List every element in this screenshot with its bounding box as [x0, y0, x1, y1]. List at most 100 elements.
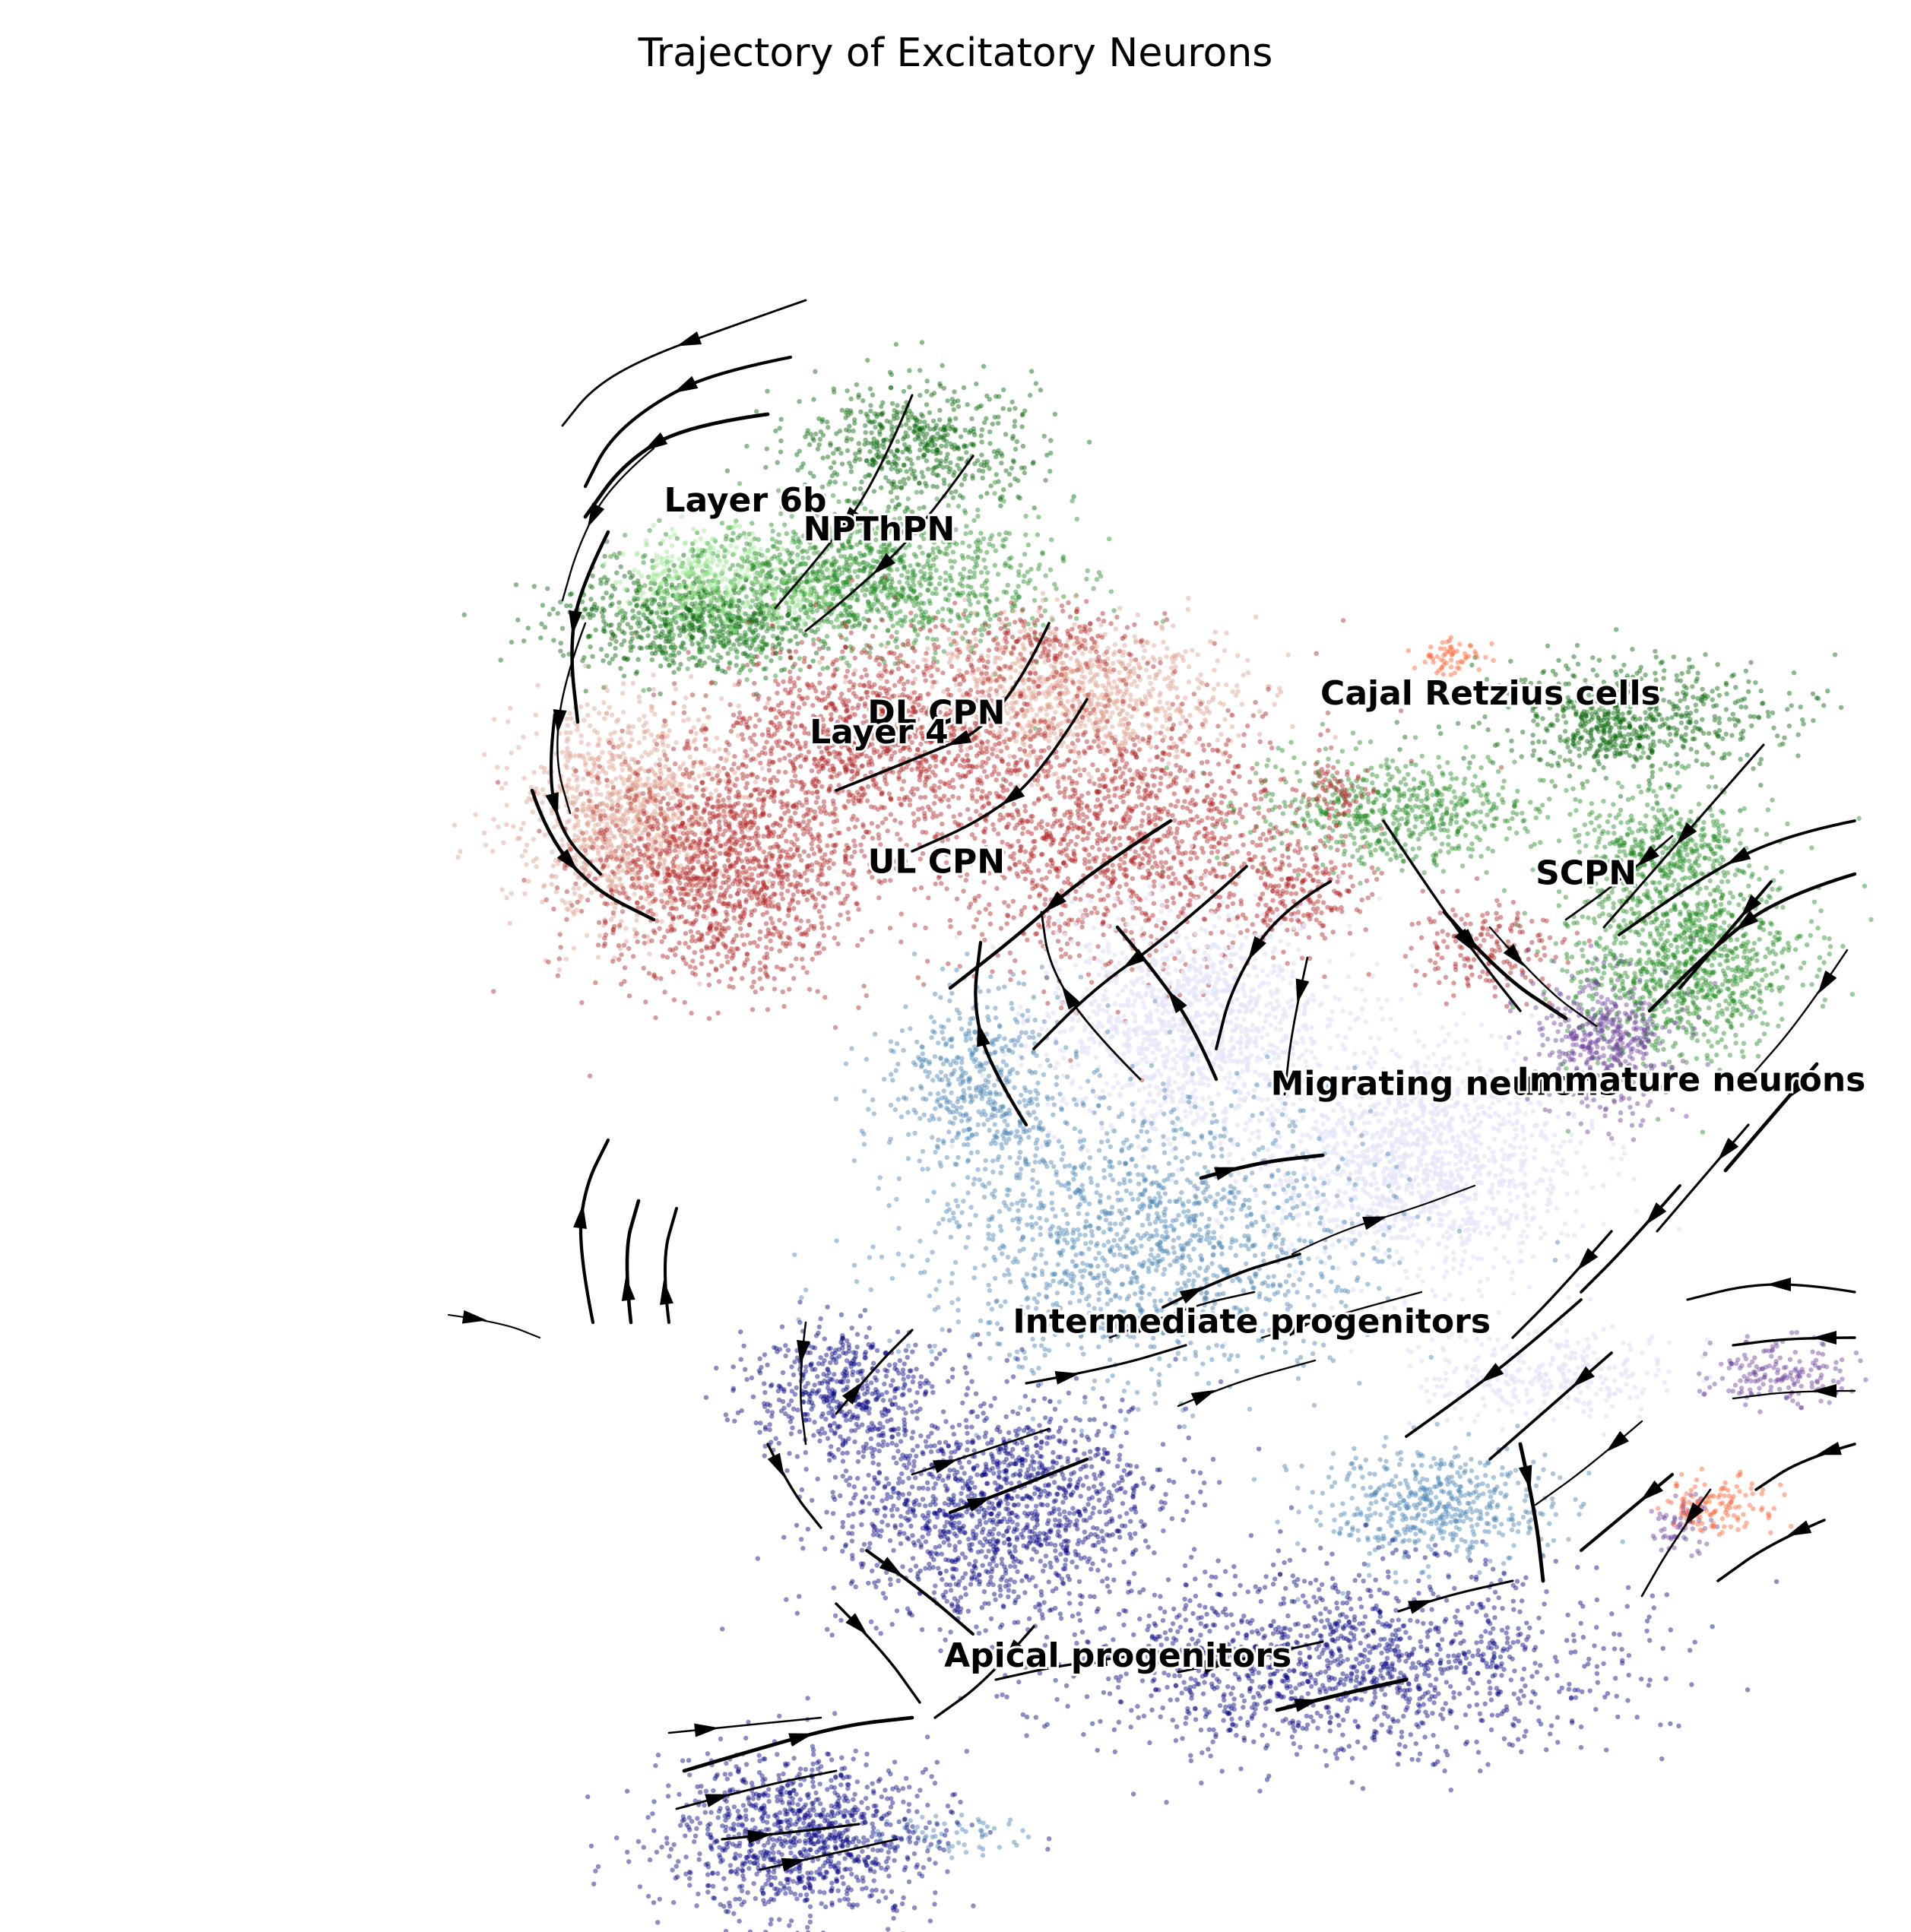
cell-point — [588, 645, 592, 649]
cell-point — [1732, 974, 1736, 978]
cell-point — [641, 628, 645, 632]
cell-point — [1351, 730, 1355, 735]
cell-point — [902, 442, 907, 447]
cell-point — [1016, 569, 1021, 574]
cell-point — [951, 473, 956, 477]
cell-point — [750, 598, 755, 603]
cell-point — [1649, 920, 1653, 925]
cell-point — [746, 613, 751, 618]
cell-point — [716, 653, 721, 657]
cell-point — [1645, 724, 1650, 728]
cell-point — [920, 340, 924, 344]
cell-point — [540, 603, 545, 607]
cell-point — [1675, 692, 1679, 696]
cell-point — [1771, 942, 1776, 947]
cell-point — [1485, 792, 1489, 797]
cell-point — [1643, 813, 1648, 818]
cell-point — [945, 451, 949, 456]
cell-point — [1342, 848, 1347, 853]
cell-point — [857, 623, 861, 628]
cell-point — [1564, 969, 1569, 974]
cell-point — [1007, 531, 1012, 536]
cell-point — [1727, 717, 1732, 721]
cell-point — [1714, 703, 1719, 708]
cell-point — [1694, 996, 1699, 1000]
cell-point — [686, 607, 691, 612]
cell-point — [859, 480, 864, 484]
cell-point — [1525, 829, 1529, 834]
cell-point — [1545, 762, 1550, 766]
cell-point — [889, 467, 893, 471]
cell-point — [1850, 992, 1855, 996]
cell-point — [1007, 407, 1012, 412]
cell-point — [1745, 989, 1749, 993]
cell-point — [1748, 1016, 1752, 1021]
cell-point — [1672, 937, 1677, 942]
cell-point — [876, 454, 881, 459]
cell-point — [1387, 789, 1391, 793]
cell-point — [1370, 781, 1374, 785]
cell-point — [1291, 755, 1296, 760]
cell-point — [889, 372, 894, 377]
cell-point — [1717, 728, 1722, 733]
cell-point — [699, 637, 704, 641]
cell-point — [584, 689, 588, 693]
cell-point — [826, 575, 830, 580]
cell-point — [915, 632, 920, 637]
cell-point — [1257, 806, 1261, 810]
cell-point — [614, 613, 619, 617]
cell-point — [1340, 749, 1345, 753]
cell-point — [823, 560, 828, 565]
cell-point — [1666, 726, 1671, 730]
cell-point — [1441, 822, 1446, 826]
cell-point — [1569, 978, 1573, 983]
cell-point — [848, 553, 853, 558]
cell-point — [670, 652, 675, 657]
cell-point — [895, 410, 900, 414]
cell-point — [769, 658, 773, 663]
cell-point — [1383, 793, 1387, 798]
cell-point — [697, 660, 702, 664]
cell-point — [816, 562, 820, 566]
cell-point — [816, 442, 821, 447]
cell-point — [952, 389, 956, 394]
cell-point — [979, 439, 984, 444]
cell-point — [1463, 799, 1468, 803]
cell-point — [521, 638, 526, 643]
cell-point — [1402, 791, 1406, 796]
cell-point — [1577, 799, 1582, 803]
cell-point — [1052, 582, 1057, 587]
cell-point — [1584, 968, 1589, 973]
cell-point — [1801, 983, 1805, 987]
cell-point — [925, 635, 930, 640]
cell-point — [1391, 821, 1396, 825]
cell-point — [990, 543, 995, 548]
cell-point — [741, 584, 746, 588]
cell-point — [1768, 920, 1773, 925]
cell-point — [834, 559, 838, 563]
cell-point — [677, 667, 681, 671]
cell-point — [1381, 806, 1386, 811]
cell-point — [889, 593, 893, 597]
cell-point — [1530, 867, 1535, 872]
cell-point — [1840, 944, 1845, 949]
cell-point — [718, 629, 722, 634]
cell-point — [1597, 914, 1602, 918]
cell-point — [1644, 961, 1649, 965]
cell-point — [1705, 694, 1710, 698]
cell-point — [845, 439, 849, 443]
cell-point — [935, 496, 940, 501]
cell-point — [1670, 882, 1675, 887]
cell-point — [784, 531, 789, 536]
cell-point — [1399, 854, 1403, 858]
cell-point — [677, 633, 682, 638]
cell-point — [1675, 673, 1679, 678]
cell-point — [1705, 1022, 1710, 1027]
cell-point — [1782, 736, 1786, 740]
cell-point — [943, 444, 948, 448]
cell-point — [1478, 793, 1483, 797]
cell-point — [1594, 966, 1599, 971]
cell-point — [1767, 931, 1772, 936]
cell-point — [1573, 712, 1578, 717]
cell-point — [1698, 833, 1703, 838]
